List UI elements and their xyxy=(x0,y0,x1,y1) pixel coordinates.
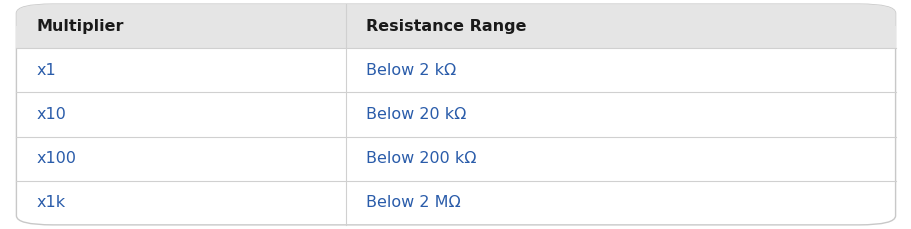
Text: x10: x10 xyxy=(36,107,67,122)
Text: Multiplier: Multiplier xyxy=(36,19,124,34)
Text: x1: x1 xyxy=(36,63,56,78)
FancyBboxPatch shape xyxy=(16,4,895,48)
Text: Resistance Range: Resistance Range xyxy=(366,19,526,34)
Text: x1k: x1k xyxy=(36,195,66,210)
Text: Below 20 kΩ: Below 20 kΩ xyxy=(366,107,466,122)
Text: Below 2 kΩ: Below 2 kΩ xyxy=(366,63,456,78)
FancyBboxPatch shape xyxy=(16,4,895,225)
Text: x100: x100 xyxy=(36,151,77,166)
Text: Below 2 MΩ: Below 2 MΩ xyxy=(366,195,460,210)
Text: Below 200 kΩ: Below 200 kΩ xyxy=(366,151,476,166)
Bar xyxy=(16,26,895,48)
